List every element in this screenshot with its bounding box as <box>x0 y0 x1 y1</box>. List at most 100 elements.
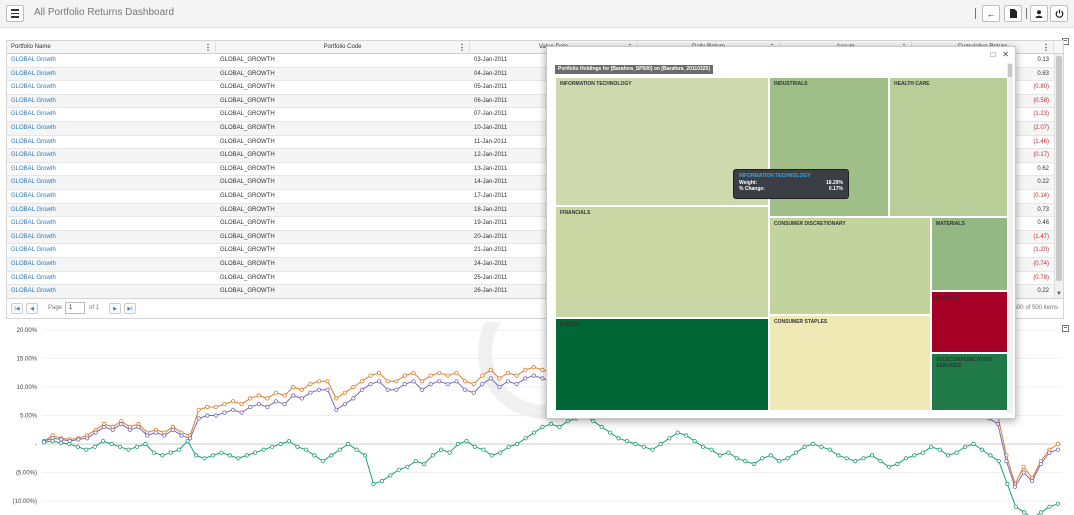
series-point[interactable] <box>153 430 158 435</box>
series-point[interactable] <box>717 453 723 458</box>
series-point[interactable] <box>76 437 81 442</box>
series-point[interactable] <box>514 381 519 387</box>
series-point[interactable] <box>84 436 90 441</box>
series-point[interactable] <box>531 364 536 370</box>
document-button[interactable] <box>1004 5 1022 22</box>
table-row[interactable]: GLOBAL Growth GLOBAL_GROWTH 21-Jan-2011 (1.… <box>7 244 1054 258</box>
next-page-button[interactable]: ▶ <box>109 303 121 314</box>
series-point[interactable] <box>102 424 107 430</box>
portfolio-name-link[interactable]: GLOBAL Growth <box>11 111 56 118</box>
series-point[interactable] <box>210 453 216 458</box>
series-point[interactable] <box>59 437 64 442</box>
treemap-tile[interactable]: FINANCIALS <box>555 206 769 318</box>
series-point[interactable] <box>411 370 416 375</box>
series-point[interactable] <box>396 467 401 472</box>
table-row[interactable]: GLOBAL Growth GLOBAL_GROWTH 13-Jan-2011 0.6… <box>7 163 1054 177</box>
series-point[interactable] <box>480 381 485 387</box>
portfolio-name-link[interactable]: GLOBAL Growth <box>11 247 56 254</box>
series-point[interactable] <box>684 433 689 438</box>
treemap-tile[interactable]: UTILITIES <box>931 291 1008 353</box>
series-point[interactable] <box>540 376 545 381</box>
portfolio-name-link[interactable]: GLOBAL Growth <box>11 84 56 91</box>
column-menu-icon[interactable]: ⋮ <box>204 43 212 52</box>
page-input[interactable]: 1 <box>65 302 85 314</box>
series-point[interactable] <box>295 444 300 449</box>
series-point[interactable] <box>227 453 232 458</box>
series-point[interactable] <box>514 373 519 378</box>
table-row[interactable]: GLOBAL Growth GLOBAL_GROWTH 25-Jan-2011 (0.… <box>7 272 1054 286</box>
series-point[interactable] <box>213 413 218 418</box>
portfolio-name-link[interactable]: GLOBAL Growth <box>11 57 56 63</box>
series-point[interactable] <box>170 427 175 432</box>
series-point[interactable] <box>145 433 150 438</box>
last-page-button[interactable]: ▶| <box>124 303 136 314</box>
series-point[interactable] <box>231 399 236 404</box>
portfolio-name-link[interactable]: GLOBAL Growth <box>11 97 56 104</box>
series-point[interactable] <box>895 461 900 467</box>
series-point[interactable] <box>286 439 292 444</box>
series-point[interactable] <box>222 402 227 407</box>
prev-page-button[interactable]: ◀ <box>26 303 38 314</box>
series-point[interactable] <box>650 447 655 452</box>
series-point[interactable] <box>505 379 511 384</box>
series-point[interactable] <box>971 441 976 447</box>
series-point[interactable] <box>979 447 985 452</box>
series-point[interactable] <box>126 447 131 452</box>
series-point[interactable] <box>497 384 502 390</box>
series-point[interactable] <box>445 381 450 387</box>
series-point[interactable] <box>506 444 511 449</box>
series-point[interactable] <box>194 453 199 458</box>
portfolio-name-link[interactable]: GLOBAL Growth <box>11 220 56 227</box>
series-point[interactable] <box>269 444 275 449</box>
series-point[interactable] <box>488 367 493 373</box>
series-point[interactable] <box>160 453 165 458</box>
series-point[interactable] <box>299 396 304 401</box>
series-point[interactable] <box>394 379 399 384</box>
series-point[interactable] <box>751 461 756 467</box>
popup-scrollbar[interactable] <box>1007 63 1013 413</box>
series-point[interactable] <box>253 450 258 455</box>
series-point[interactable] <box>428 373 433 378</box>
series-point[interactable] <box>162 433 167 438</box>
grid-scrollbar[interactable]: ▼ <box>1054 54 1063 298</box>
series-point[interactable] <box>920 450 925 455</box>
series-point[interactable] <box>362 453 368 458</box>
series-point[interactable] <box>802 444 807 449</box>
series-point[interactable] <box>239 402 244 407</box>
series-point[interactable] <box>351 396 356 401</box>
series-point[interactable] <box>437 379 442 384</box>
scroll-down-icon[interactable]: ▼ <box>1056 291 1062 297</box>
first-page-button[interactable]: |◀ <box>11 303 23 314</box>
series-point[interactable] <box>213 404 218 410</box>
series-point[interactable] <box>402 373 407 378</box>
series-point[interactable] <box>265 404 270 410</box>
series-point[interactable] <box>523 436 528 441</box>
table-row[interactable]: GLOBAL Growth GLOBAL_GROWTH 03-Jan-2011 0.1… <box>7 54 1054 68</box>
series-point[interactable] <box>368 373 373 378</box>
series-point[interactable] <box>291 384 296 390</box>
series-point[interactable] <box>117 444 123 449</box>
series-point[interactable] <box>523 376 528 381</box>
series-point[interactable] <box>471 381 476 387</box>
series-point[interactable] <box>359 379 364 384</box>
series-point[interactable] <box>996 459 1001 464</box>
series-point[interactable] <box>641 444 647 449</box>
series-point[interactable] <box>419 387 425 392</box>
series-point[interactable] <box>624 439 630 444</box>
series-point[interactable] <box>58 440 64 446</box>
series-point[interactable] <box>385 379 390 384</box>
series-point[interactable] <box>531 430 537 435</box>
series-point[interactable] <box>760 456 765 461</box>
treemap-tile[interactable]: MATERIALS <box>931 217 1008 291</box>
series-point[interactable] <box>346 441 351 447</box>
column-menu-icon[interactable]: ⋮ <box>458 43 466 52</box>
series-point[interactable] <box>810 441 816 447</box>
series-point[interactable] <box>205 413 210 418</box>
series-point[interactable] <box>462 387 468 392</box>
series-point[interactable] <box>861 456 866 461</box>
series-point[interactable] <box>222 410 227 415</box>
series-point[interactable] <box>219 450 224 455</box>
series-point[interactable] <box>388 473 393 478</box>
series-point[interactable] <box>93 430 98 435</box>
series-point[interactable] <box>273 399 279 404</box>
